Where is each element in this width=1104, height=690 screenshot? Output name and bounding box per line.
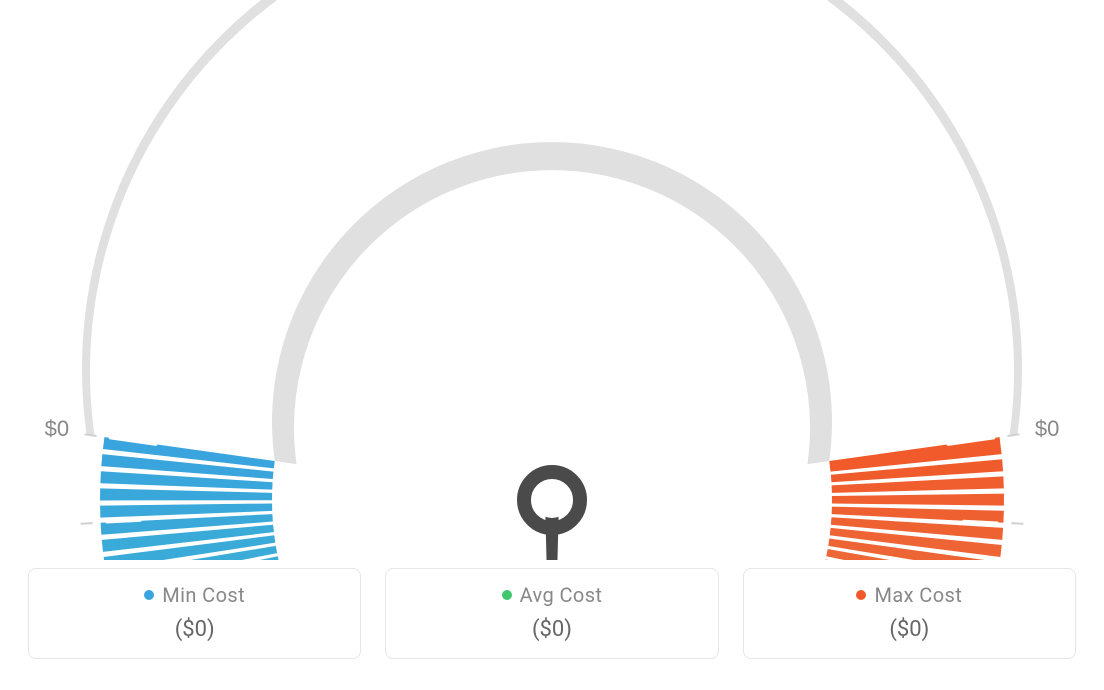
legend-max-label: Max Cost bbox=[874, 583, 962, 607]
gauge-container: $0$0$0$0$0$0$0 bbox=[2, 0, 1102, 560]
svg-text:$0: $0 bbox=[1035, 416, 1059, 441]
legend-avg-label: Avg Cost bbox=[520, 583, 603, 607]
legend-avg-header: Avg Cost bbox=[502, 583, 603, 607]
legend-min-value: ($0) bbox=[39, 617, 350, 642]
svg-text:$0: $0 bbox=[45, 416, 69, 441]
legend-avg-dot bbox=[502, 590, 512, 600]
legend-min-dot bbox=[144, 590, 154, 600]
legend-max-header: Max Cost bbox=[856, 583, 962, 607]
legend-min-card: Min Cost ($0) bbox=[28, 568, 361, 659]
legend-max-card: Max Cost ($0) bbox=[743, 568, 1076, 659]
gauge-chart: $0$0$0$0$0$0$0 bbox=[2, 0, 1102, 560]
legend-min-label: Min Cost bbox=[162, 583, 245, 607]
legend-avg-value: ($0) bbox=[396, 617, 707, 642]
legend-max-dot bbox=[856, 590, 866, 600]
legend-min-header: Min Cost bbox=[144, 583, 245, 607]
legend-max-value: ($0) bbox=[754, 617, 1065, 642]
legend-avg-card: Avg Cost ($0) bbox=[385, 568, 718, 659]
legend-row: Min Cost ($0) Avg Cost ($0) Max Cost ($0… bbox=[0, 560, 1104, 659]
